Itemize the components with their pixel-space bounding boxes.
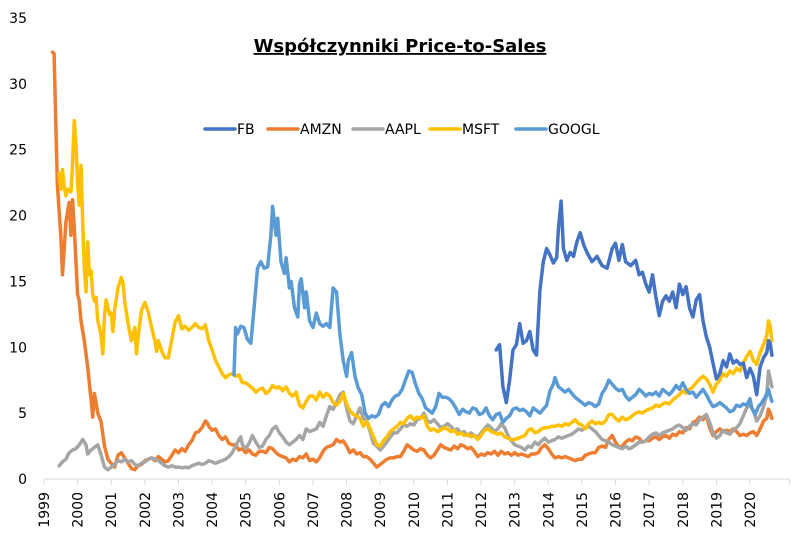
axes: 0 5 10 15 20 25 30 35 1999 2000 2001 2002 2003 2004 20…	[9, 11, 791, 528]
legend-label-aapl: AAPL	[385, 122, 421, 138]
x-tick-label: 2019	[709, 492, 725, 528]
x-tick-label: 2014	[541, 492, 557, 528]
x-tick-label: 2007	[306, 492, 322, 528]
y-tick-label: 25	[9, 143, 27, 159]
y-tick-label: 30	[9, 77, 27, 93]
y-tick-label: 10	[9, 340, 27, 356]
x-tick-label: 2016	[609, 492, 625, 528]
y-tick-label: 20	[9, 209, 27, 225]
series-line-msft	[57, 118, 774, 448]
legend-label-fb: FB	[237, 122, 255, 138]
y-tick-label: 5	[18, 406, 27, 422]
x-tick-label: 2020	[743, 492, 759, 528]
x-tick-label: 2001	[104, 492, 120, 528]
x-tick-label: 2013	[508, 492, 524, 528]
x-tick-label: 2004	[205, 492, 221, 528]
x-tick-label: 2018	[676, 492, 692, 528]
x-tick-label: 2011	[440, 492, 456, 528]
x-tick-label: 2005	[239, 492, 255, 528]
legend-label-googl: GOOGL	[548, 122, 600, 138]
x-tick-label: 2017	[642, 492, 658, 528]
x-tick-label: 2009	[373, 492, 389, 528]
x-tick-label: 2000	[71, 492, 87, 528]
x-tick-label: 2010	[407, 492, 423, 528]
series-line-googl	[232, 204, 774, 425]
x-tick-label: 2008	[340, 492, 356, 528]
chart-title: Współczynniki Price-to-Sales	[254, 36, 547, 57]
y-tick-label: 35	[9, 11, 27, 27]
y-tick-label: 0	[18, 472, 27, 488]
legend-label-amzn: AMZN	[300, 122, 342, 138]
series-line-fb	[494, 199, 774, 405]
x-tick-label: 2003	[171, 492, 187, 528]
series-layer	[50, 50, 774, 472]
x-tick-label: 2015	[575, 492, 591, 528]
series-line-amzn	[50, 50, 774, 472]
series-line-aapl	[57, 369, 774, 472]
legend-label-msft: MSFT	[462, 122, 500, 138]
x-tick-label: 2006	[272, 492, 288, 528]
x-tick-label: 1999	[37, 492, 53, 528]
x-tick-label: 2012	[474, 492, 490, 528]
legend: FB AMZN AAPL MSFT GOOGL	[203, 122, 600, 138]
x-tick-label: 2002	[138, 492, 154, 528]
y-tick-label: 15	[9, 274, 27, 290]
